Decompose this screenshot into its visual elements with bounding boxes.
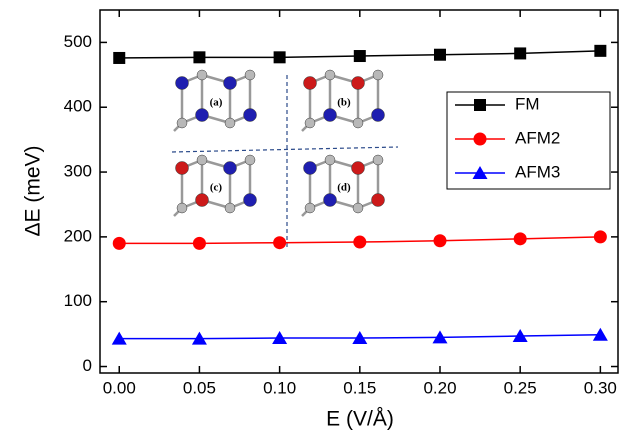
atom — [245, 155, 255, 165]
marker — [353, 236, 366, 249]
x-tick-label: 0.00 — [103, 378, 136, 397]
atom — [224, 162, 237, 175]
y-tick-label: 200 — [64, 226, 92, 245]
legend-label: FM — [515, 94, 540, 113]
y-tick-label: 300 — [64, 162, 92, 181]
atom — [244, 109, 257, 122]
x-tick-label: 0.10 — [263, 378, 296, 397]
atom — [372, 194, 385, 207]
atom — [245, 70, 255, 80]
atom — [372, 109, 385, 122]
atom — [325, 70, 335, 80]
x-tick-label: 0.20 — [423, 378, 456, 397]
marker — [514, 232, 527, 245]
marker — [354, 50, 366, 62]
atom — [176, 162, 189, 175]
atom — [244, 194, 257, 207]
inset-label: (a) — [210, 97, 223, 109]
atom — [324, 109, 337, 122]
x-tick-label: 0.30 — [584, 378, 617, 397]
marker — [273, 236, 286, 249]
atom — [352, 77, 365, 90]
atom — [373, 155, 383, 165]
atom — [224, 77, 237, 90]
atom — [373, 70, 383, 80]
inset: (a) (b) (c) (d) — [172, 70, 398, 250]
atom — [176, 77, 189, 90]
marker — [113, 52, 125, 64]
atom — [353, 203, 363, 213]
atom — [196, 109, 209, 122]
atom — [196, 194, 209, 207]
atom — [325, 155, 335, 165]
marker — [434, 49, 446, 61]
atom — [305, 203, 315, 213]
marker — [433, 234, 446, 247]
x-axis-label: E (V/Å) — [326, 408, 394, 431]
y-tick-label: 400 — [64, 97, 92, 116]
legend-label: AFM3 — [515, 162, 560, 181]
inset-label: (b) — [337, 97, 351, 109]
atom — [177, 203, 187, 213]
atom — [177, 118, 187, 128]
y-tick-label: 100 — [64, 291, 92, 310]
inset-label: (c) — [210, 182, 223, 194]
x-tick-label: 0.05 — [183, 378, 216, 397]
atom — [304, 162, 317, 175]
marker — [193, 237, 206, 250]
inset-label: (d) — [337, 182, 351, 194]
atom — [305, 118, 315, 128]
chart: (a) (b) (c) (d) E (V/Å) ΔE (meV) 0 100 200 300… — [0, 0, 635, 439]
marker — [514, 47, 526, 59]
inset-divider — [172, 147, 398, 152]
marker — [113, 237, 126, 250]
atom — [197, 70, 207, 80]
atom — [324, 194, 337, 207]
marker — [594, 230, 607, 243]
atom — [353, 118, 363, 128]
atom — [352, 162, 365, 175]
x-tick-label: 0.15 — [343, 378, 376, 397]
marker — [474, 133, 487, 146]
marker — [474, 99, 486, 111]
y-axis-label: ΔE (meV) — [22, 145, 45, 236]
y-tick-label: 0 — [83, 356, 92, 375]
x-tick-label: 0.25 — [504, 378, 537, 397]
atom — [225, 118, 235, 128]
y-tick-label: 500 — [64, 32, 92, 51]
atom — [197, 155, 207, 165]
atom — [304, 77, 317, 90]
legend-label: AFM2 — [515, 128, 560, 147]
marker — [274, 51, 286, 63]
marker — [594, 45, 606, 57]
marker — [193, 51, 205, 63]
atom — [225, 203, 235, 213]
